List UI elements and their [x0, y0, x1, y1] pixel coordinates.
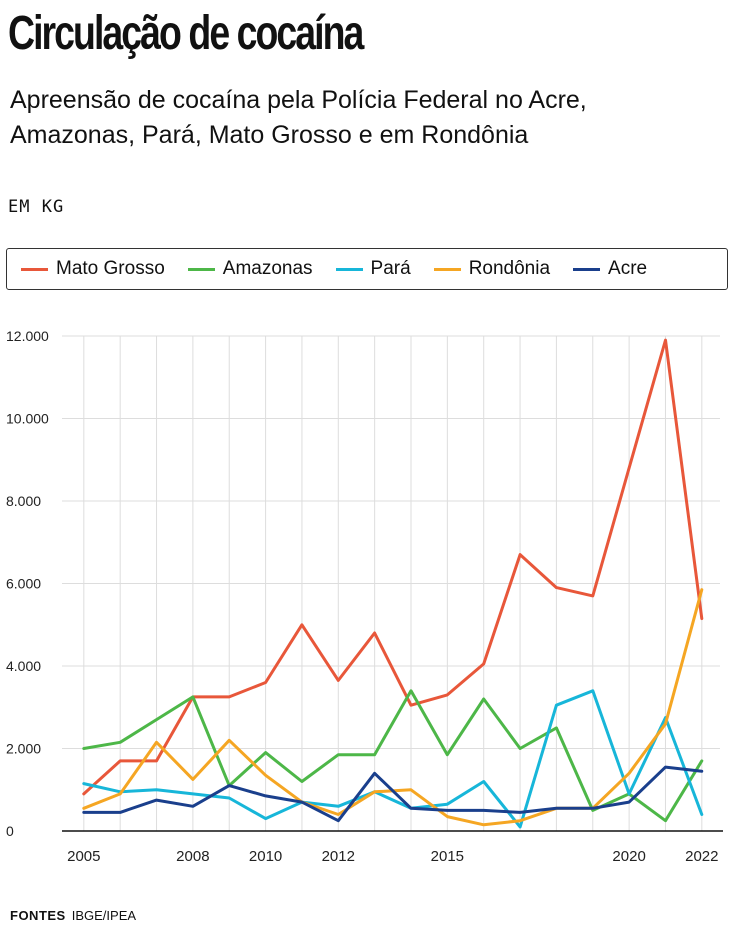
series-line-mato-grosso [82, 338, 704, 796]
x-tick-label: 2012 [322, 848, 355, 865]
y-tick-label: 4.000 [6, 658, 41, 674]
legend-item-acre: Acre [573, 258, 647, 280]
chart-subtitle: Apreensão de cocaína pela Polícia Federa… [10, 86, 587, 149]
y-tick-label: 2.000 [6, 741, 41, 757]
sources: FONTES IBGE/IPEA [10, 908, 136, 923]
y-tick-label: 8.000 [6, 493, 41, 509]
sources-label: FONTES [10, 908, 66, 923]
legend-label: Rondônia [468, 258, 551, 279]
x-tick-label: 2015 [431, 848, 464, 865]
x-tick-label: 2022 [685, 848, 718, 865]
legend-item-mato-grosso: Mato Grosso [21, 258, 165, 280]
chart-title: Circulação de cocaína [8, 7, 364, 60]
line-chart: 0 2.000 4.000 6.000 8.000 10.000 12.000 2005 200… [6, 328, 723, 865]
legend-label: Pará [370, 258, 411, 279]
unit-label: EM KG [8, 197, 65, 217]
legend-swatch [187, 267, 215, 271]
series-line-acre [82, 765, 704, 823]
legend-swatch [21, 267, 48, 271]
sources-value: IBGE/IPEA [71, 908, 137, 923]
x-tick-label: 2010 [249, 848, 282, 865]
legend-item-para: Pará [335, 258, 411, 280]
y-tick-label: 12.000 [6, 328, 49, 344]
y-tick-label: 10.000 [6, 411, 49, 427]
x-tick-label: 2005 [67, 848, 100, 865]
y-tick-label: 6.000 [6, 576, 41, 592]
chart-legend: Mato Grosso Amazonas Pará Rondônia Acre [6, 248, 728, 290]
legend-swatch [335, 267, 363, 271]
y-tick-label: 0 [6, 823, 14, 839]
legend-swatch [573, 267, 601, 271]
legend-label: Amazonas [222, 258, 313, 279]
x-tick-label: 2008 [176, 848, 209, 865]
x-tick-label: 2020 [612, 848, 645, 865]
legend-item-rondonia: Rondônia [433, 258, 551, 280]
series-line-par- [82, 689, 704, 829]
legend-item-amazonas: Amazonas [187, 258, 313, 280]
legend-label: Acre [608, 258, 648, 279]
legend-swatch [433, 267, 461, 271]
legend-label: Mato Grosso [56, 258, 165, 279]
